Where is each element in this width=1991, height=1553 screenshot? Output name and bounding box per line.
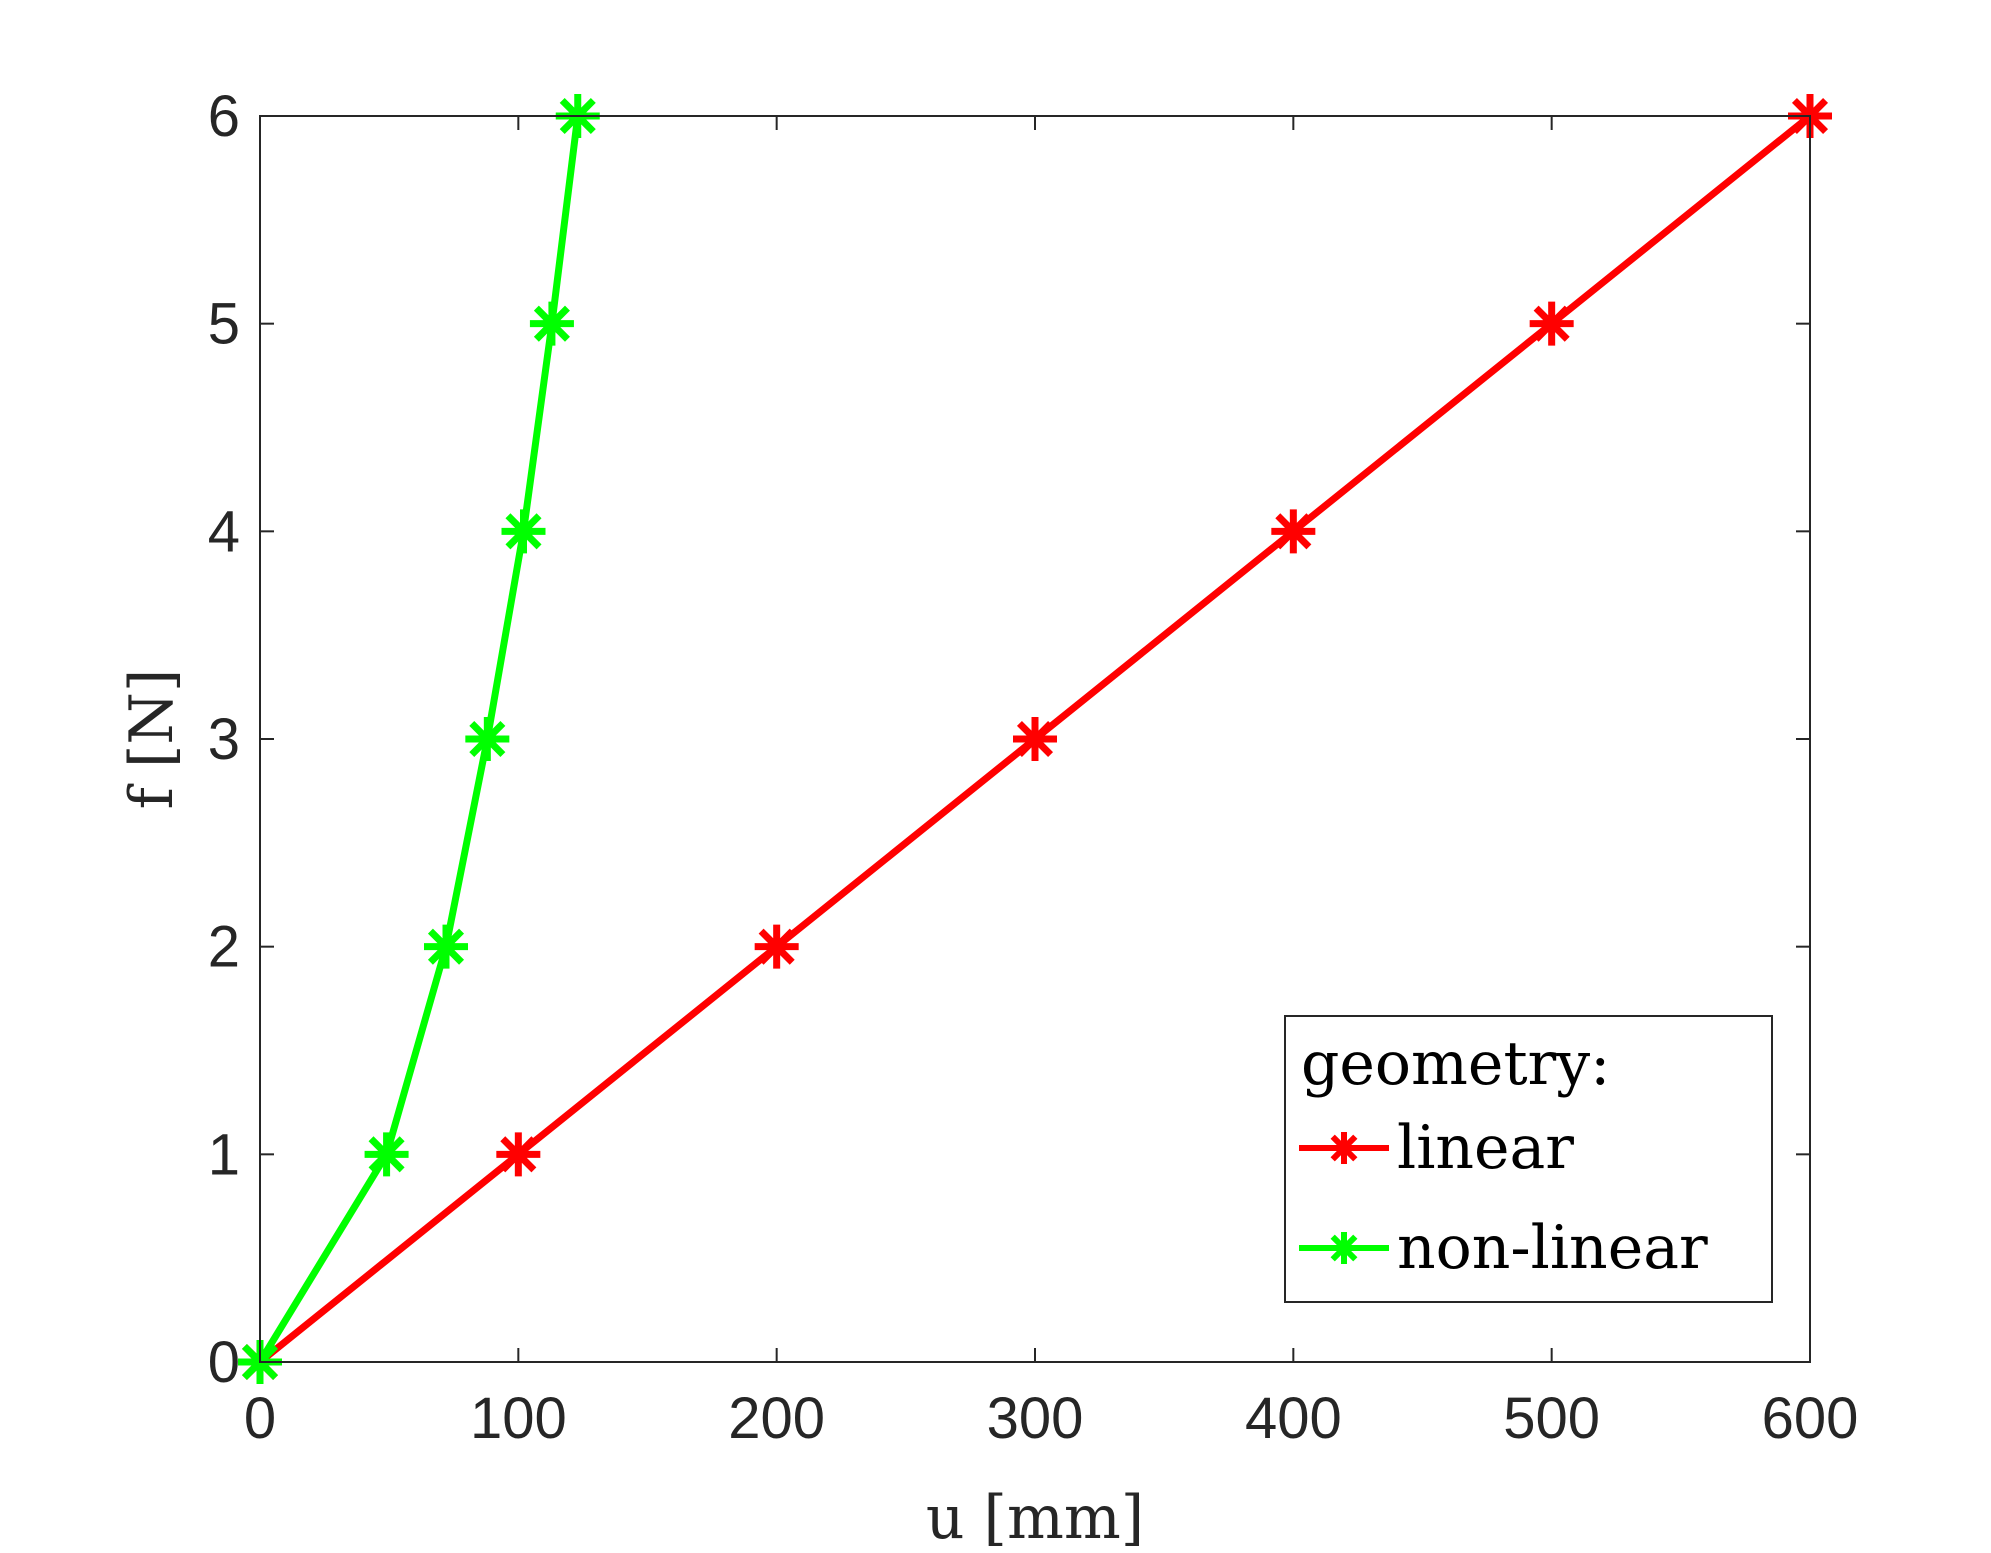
x-tick-label-1: 100 [470, 1386, 567, 1451]
x-tick-label-5: 500 [1503, 1386, 1600, 1451]
data-point-non-linear-5 [529, 301, 574, 346]
data-point-linear-5 [1529, 301, 1574, 346]
x-tick-label-3: 300 [987, 1386, 1084, 1451]
y-tick-label-5: 5 [208, 292, 240, 357]
legend-label-non-linear: non-linear [1397, 1213, 1708, 1283]
y-tick-label-4: 4 [208, 499, 240, 564]
data-point-linear-3 [1013, 717, 1057, 761]
legend-marker-linear [1328, 1132, 1360, 1164]
x-tick-labels: 0 100 200 300 400 500 600 [244, 1386, 1859, 1451]
y-axis-label: f [N] [117, 669, 187, 810]
data-point-linear-4 [1271, 509, 1316, 554]
y-tick-label-1: 1 [208, 1122, 240, 1187]
x-axis-label: u [mm] [926, 1483, 1144, 1553]
y-tick-label-2: 2 [208, 915, 240, 980]
data-point-non-linear-3 [465, 717, 510, 761]
x-tick-label-4: 400 [1245, 1386, 1342, 1451]
legend-entry-linear: linear [1299, 1113, 1574, 1183]
data-point-non-linear-4 [501, 509, 546, 554]
data-point-non-linear-2 [424, 924, 468, 969]
y-tick-labels: 0 1 2 3 4 5 6 [208, 84, 240, 1395]
legend: geometry: linear non-linear [1284, 1015, 1773, 1303]
x-tick-label-2: 200 [728, 1386, 825, 1451]
legend-title: geometry: [1301, 1029, 1610, 1099]
data-point-non-linear-1 [364, 1132, 409, 1177]
y-tick-label-3: 3 [208, 707, 240, 772]
y-tick-label-0: 0 [208, 1330, 240, 1395]
plot-area-frame [259, 115, 1811, 1363]
x-tick-label-6: 600 [1762, 1386, 1859, 1451]
legend-entry-non-linear: non-linear [1299, 1213, 1708, 1283]
x-tick-label-0: 0 [244, 1386, 276, 1451]
legend-box [1284, 1015, 1773, 1303]
legend-marker-non-linear [1328, 1232, 1360, 1264]
data-point-linear-2 [754, 924, 799, 969]
data-point-linear-1 [496, 1132, 541, 1177]
legend-entries: linear non-linear [1299, 1113, 1708, 1283]
y-tick-label-6: 6 [208, 84, 240, 149]
legend-label-linear: linear [1397, 1113, 1574, 1183]
